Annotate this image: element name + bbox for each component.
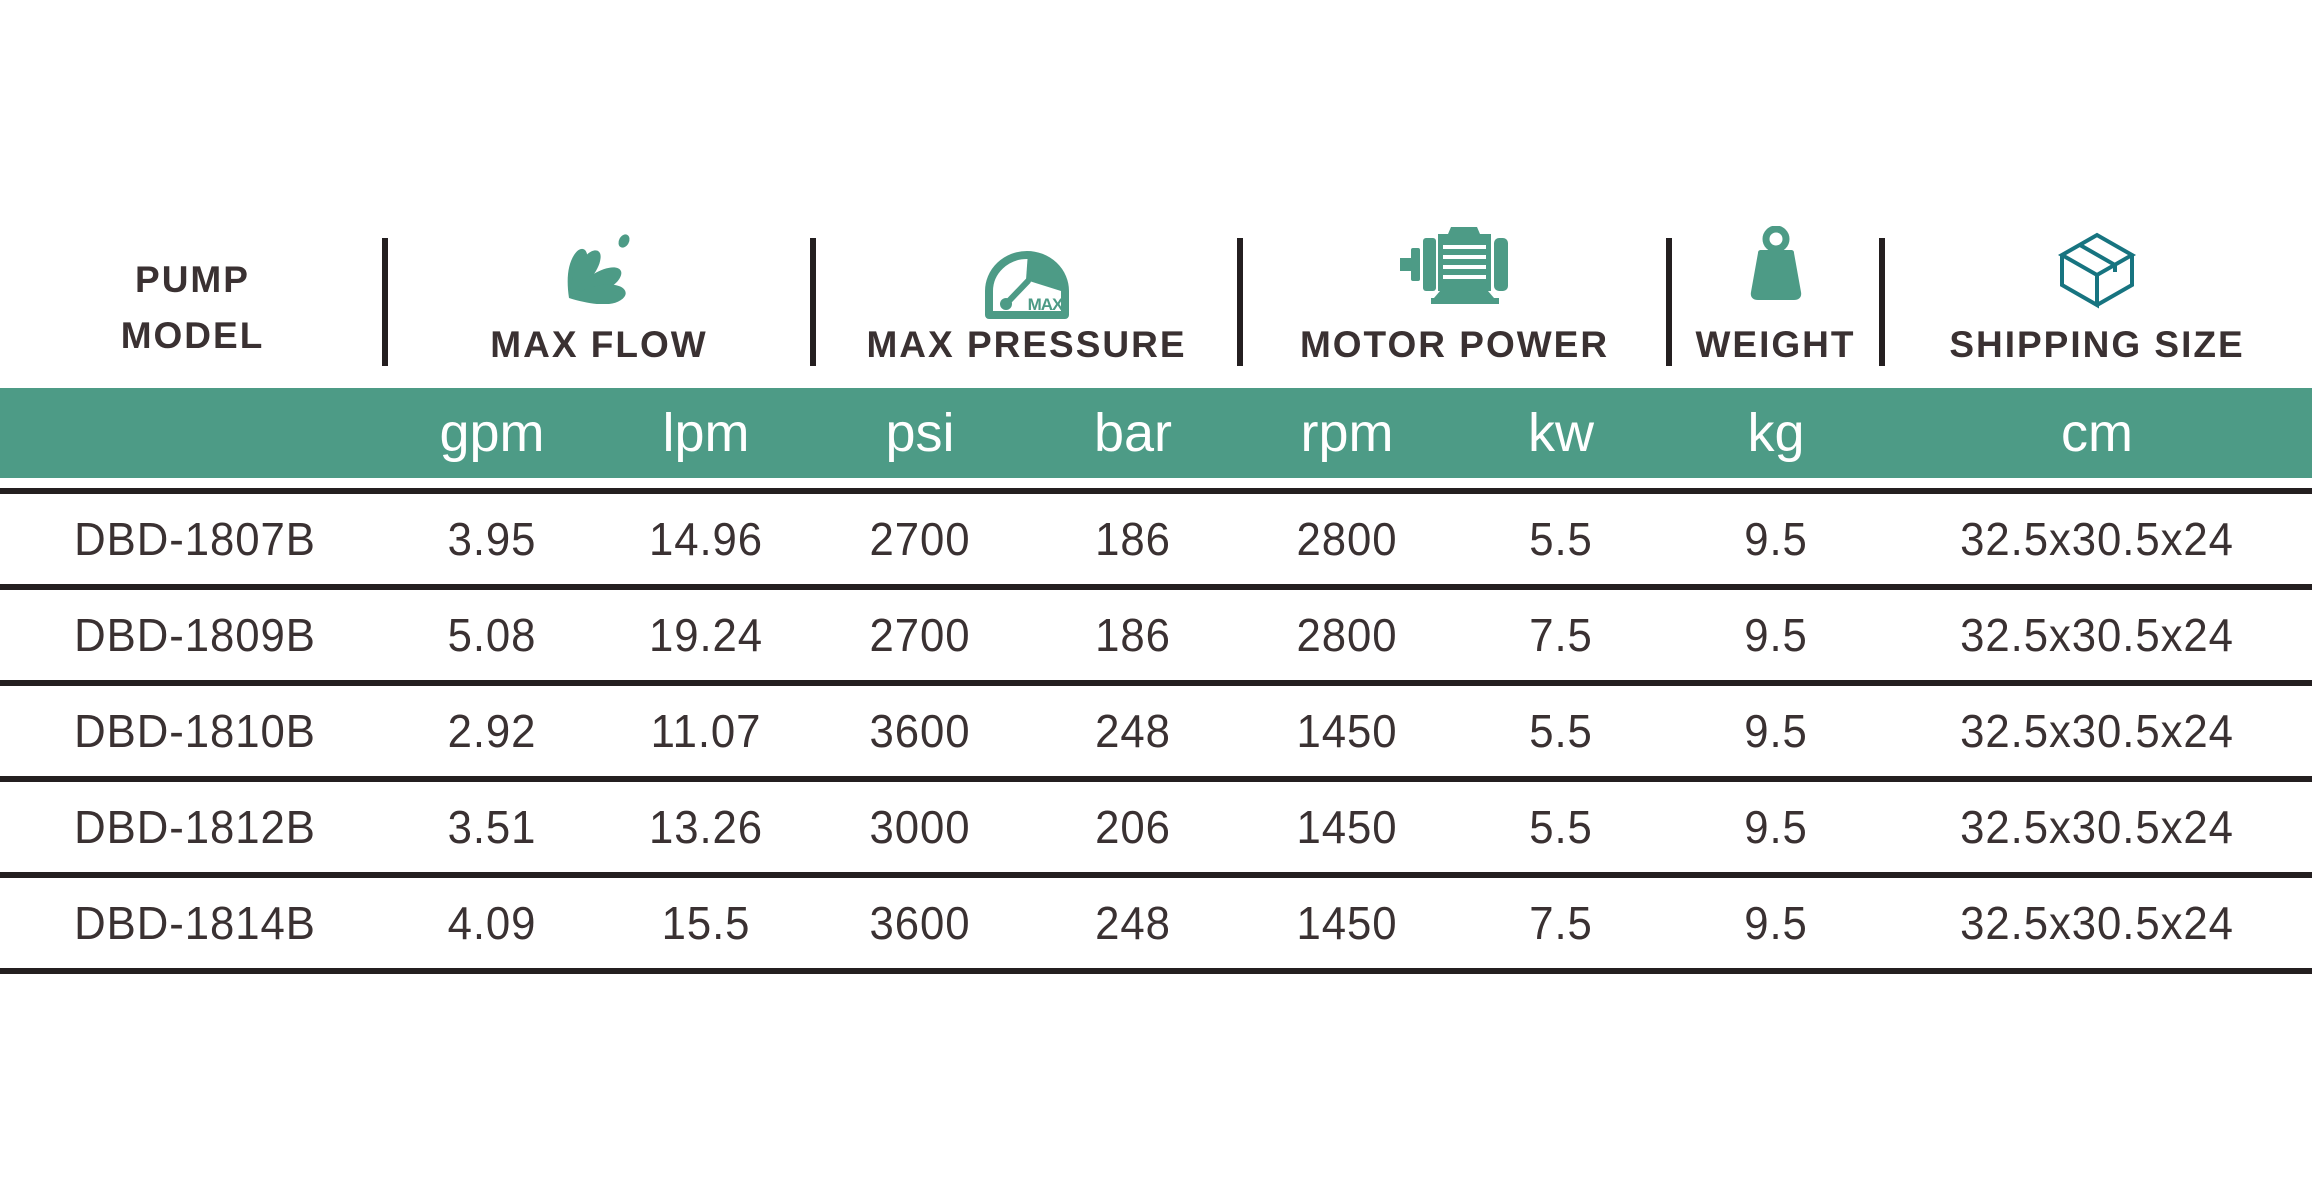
cell-rpm: 2800 — [1296, 513, 1398, 565]
cell-kg: 9.5 — [1744, 705, 1808, 757]
unit-label-kw: kw — [1528, 403, 1594, 463]
cell-gpm: 4.09 — [447, 897, 537, 949]
unit-label-rpm: rpm — [1300, 403, 1394, 463]
table-row: DBD-1814B 4.09 15.5 3600 248 1450 7.5 9.5 32.5x3… — [0, 872, 2312, 968]
header-shipping-size: SHIPPING SIZE — [1882, 222, 2312, 364]
table-row: DBD-1812B 3.51 13.26 3000 206 1450 5.5 9.5 32.5x… — [0, 776, 2312, 872]
table-row: DBD-1807B 3.95 14.96 2700 186 2800 5.5 9.5 32.5x… — [0, 488, 2312, 584]
spec-rows: DBD-1807B 3.95 14.96 2700 186 2800 5.5 9.5 32.5x… — [0, 488, 2312, 974]
header-label-motor-power: MOTOR POWER — [1299, 324, 1610, 365]
cell-lpm: 15.5 — [661, 897, 751, 949]
cell-rpm: 1450 — [1296, 897, 1398, 949]
cell-model: DBD-1814B — [74, 897, 316, 949]
cell-lpm: 11.07 — [650, 705, 762, 757]
cell-kg: 9.5 — [1744, 801, 1808, 853]
column-divider — [1666, 238, 1672, 366]
pressure-gauge-icon: MAX — [979, 236, 1075, 324]
cell-psi: 3600 — [869, 897, 971, 949]
cell-kg: 9.5 — [1744, 897, 1808, 949]
weight-icon — [1744, 222, 1808, 310]
cell-cm: 32.5x30.5x24 — [1960, 609, 2234, 661]
table-row: DBD-1810B 2.92 11.07 3600 248 1450 5.5 9.5 32.5x… — [0, 680, 2312, 776]
water-splash-icon — [561, 222, 637, 310]
header-label-shipping-size: SHIPPING SIZE — [1949, 324, 2245, 365]
header-motor-power: MOTOR POWER — [1240, 222, 1669, 364]
units-bar: gpm lpm psi bar rpm kw kg cm — [0, 388, 2312, 478]
cell-bar: 206 — [1095, 801, 1171, 853]
cell-bar: 186 — [1095, 513, 1171, 565]
cell-gpm: 5.08 — [447, 609, 537, 661]
header-label-pump-model: PUMP MODEL — [121, 252, 265, 364]
cell-gpm: 3.95 — [447, 513, 537, 565]
header-label-max-flow: MAX FLOW — [490, 324, 708, 365]
cell-kw: 5.5 — [1529, 513, 1593, 565]
unit-label-lpm: lpm — [662, 403, 750, 463]
column-divider — [1879, 238, 1885, 366]
cell-kg: 9.5 — [1744, 609, 1808, 661]
cell-bar: 248 — [1095, 705, 1171, 757]
cell-model: DBD-1812B — [74, 801, 316, 853]
pump-model-line1: PUMP — [135, 259, 250, 300]
cell-gpm: 3.51 — [447, 801, 537, 853]
cell-cm: 32.5x30.5x24 — [1960, 513, 2234, 565]
cell-kw: 7.5 — [1529, 609, 1593, 661]
cell-bar: 248 — [1095, 897, 1171, 949]
header-label-max-pressure: MAX PRESSURE — [866, 324, 1187, 365]
cell-kw: 5.5 — [1529, 801, 1593, 853]
motor-icon — [1399, 222, 1510, 310]
unit-label-psi: psi — [885, 403, 955, 463]
cell-cm: 32.5x30.5x24 — [1960, 801, 2234, 853]
cell-rpm: 2800 — [1296, 609, 1398, 661]
unit-label-kg: kg — [1747, 403, 1805, 463]
pump-model-line2: MODEL — [120, 315, 265, 356]
cell-model: DBD-1807B — [74, 513, 316, 565]
cell-rpm: 1450 — [1296, 801, 1398, 853]
column-divider — [382, 238, 388, 366]
header-weight: WEIGHT — [1669, 222, 1882, 364]
cell-rpm: 1450 — [1296, 705, 1398, 757]
cell-bar: 186 — [1095, 609, 1171, 661]
header-max-flow: MAX FLOW — [385, 222, 813, 364]
shipping-box-icon — [2054, 222, 2140, 310]
cell-gpm: 2.92 — [447, 705, 537, 757]
cell-cm: 32.5x30.5x24 — [1960, 897, 2234, 949]
cell-cm: 32.5x30.5x24 — [1960, 705, 2234, 757]
cell-kg: 9.5 — [1744, 513, 1808, 565]
cell-psi: 3000 — [869, 801, 971, 853]
cell-lpm: 14.96 — [648, 513, 764, 565]
cell-psi: 3600 — [869, 705, 971, 757]
cell-kw: 7.5 — [1529, 897, 1593, 949]
cell-lpm: 19.24 — [648, 609, 764, 661]
unit-label-gpm: gpm — [439, 403, 545, 463]
cell-psi: 2700 — [869, 609, 971, 661]
cell-model: DBD-1810B — [74, 705, 316, 757]
table-row: DBD-1809B 5.08 19.24 2700 186 2800 7.5 9.5 32.5x… — [0, 584, 2312, 680]
column-divider — [810, 238, 816, 366]
column-divider — [1237, 238, 1243, 366]
header-label-weight: WEIGHT — [1695, 324, 1856, 365]
unit-label-bar: bar — [1093, 403, 1173, 463]
header-pump-model: PUMP MODEL — [0, 222, 385, 364]
header-max-pressure: MAX MAX PRESSURE — [813, 222, 1240, 364]
unit-label-cm: cm — [2061, 403, 2133, 463]
cell-lpm: 13.26 — [648, 801, 764, 853]
cell-model: DBD-1809B — [74, 609, 316, 661]
cell-psi: 2700 — [869, 513, 971, 565]
gauge-max-text: MAX — [1027, 295, 1063, 314]
cell-kw: 5.5 — [1529, 705, 1593, 757]
